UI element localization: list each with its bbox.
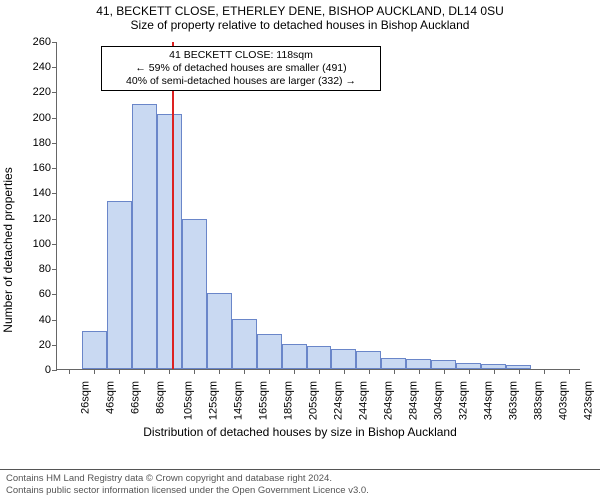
y-tick-label: 260	[33, 36, 51, 48]
y-tick-mark	[52, 42, 57, 43]
histogram-bar	[356, 351, 381, 369]
histogram-bar	[232, 319, 257, 369]
x-tick-mark	[244, 369, 245, 374]
x-tick-mark	[569, 369, 570, 374]
footer-attribution: Contains HM Land Registry data © Crown c…	[0, 469, 600, 500]
x-tick-label: 363sqm	[507, 381, 519, 420]
x-tick-mark	[319, 369, 320, 374]
x-tick-label: 46sqm	[105, 381, 117, 414]
x-tick-label: 86sqm	[155, 381, 167, 414]
histogram-bar	[257, 334, 282, 369]
x-tick-label: 244sqm	[358, 381, 370, 420]
x-tick-mark	[269, 369, 270, 374]
x-tick-mark	[344, 369, 345, 374]
histogram-bar	[307, 346, 332, 369]
x-tick-label: 165sqm	[258, 381, 270, 420]
chart-title-block: 41, BECKETT CLOSE, ETHERLEY DENE, BISHOP…	[0, 0, 600, 32]
x-tick-mark	[294, 369, 295, 374]
footer-line2: Contains public sector information licen…	[6, 485, 594, 496]
y-tick-label: 60	[39, 288, 51, 300]
y-tick-mark	[52, 294, 57, 295]
x-tick-label: 224sqm	[333, 381, 345, 420]
y-tick-label: 140	[33, 187, 51, 199]
x-tick-label: 324sqm	[457, 381, 469, 420]
x-tick-label: 344sqm	[482, 381, 494, 420]
x-tick-mark	[544, 369, 545, 374]
x-tick-mark	[419, 369, 420, 374]
x-tick-mark	[219, 369, 220, 374]
y-tick-mark	[52, 118, 57, 119]
y-tick-mark	[52, 244, 57, 245]
x-tick-mark	[119, 369, 120, 374]
histogram-bar	[207, 293, 232, 369]
histogram-bar	[157, 114, 182, 369]
x-axis-title: Distribution of detached houses by size …	[0, 425, 600, 439]
callout-line2: ← 59% of detached houses are smaller (49…	[108, 62, 374, 75]
histogram-bar	[331, 349, 356, 369]
histogram-bar	[132, 104, 157, 369]
property-callout: 41 BECKETT CLOSE: 118sqm ← 59% of detach…	[101, 46, 381, 91]
x-tick-mark	[469, 369, 470, 374]
y-tick-mark	[52, 269, 57, 270]
x-tick-mark	[394, 369, 395, 374]
chart-title-line2: Size of property relative to detached ho…	[0, 18, 600, 32]
x-tick-label: 205sqm	[308, 381, 320, 420]
callout-line3: 40% of semi-detached houses are larger (…	[108, 75, 374, 88]
y-tick-mark	[52, 193, 57, 194]
y-tick-label: 200	[33, 112, 51, 124]
y-tick-label: 160	[33, 162, 51, 174]
x-tick-label: 304sqm	[432, 381, 444, 420]
y-tick-label: 120	[33, 213, 51, 225]
y-tick-label: 40	[39, 314, 51, 326]
x-tick-mark	[69, 369, 70, 374]
y-tick-label: 100	[33, 238, 51, 250]
histogram-bar	[182, 219, 207, 369]
x-tick-label: 26sqm	[80, 381, 92, 414]
y-tick-label: 80	[39, 263, 51, 275]
x-tick-label: 105sqm	[183, 381, 195, 420]
x-tick-mark	[444, 369, 445, 374]
y-tick-mark	[52, 320, 57, 321]
x-tick-label: 185sqm	[283, 381, 295, 420]
y-tick-mark	[52, 67, 57, 68]
x-tick-label: 403sqm	[557, 381, 569, 420]
y-tick-mark	[52, 143, 57, 144]
y-tick-mark	[52, 345, 57, 346]
footer-line1: Contains HM Land Registry data © Crown c…	[6, 473, 594, 484]
y-tick-label: 240	[33, 61, 51, 73]
y-axis-title: Number of detached properties	[1, 85, 15, 250]
x-tick-mark	[494, 369, 495, 374]
x-tick-label: 284sqm	[407, 381, 419, 420]
y-tick-mark	[52, 92, 57, 93]
y-tick-label: 0	[45, 364, 51, 376]
callout-line1: 41 BECKETT CLOSE: 118sqm	[108, 49, 374, 62]
chart-title-line1: 41, BECKETT CLOSE, ETHERLEY DENE, BISHOP…	[0, 4, 600, 18]
x-tick-label: 383sqm	[532, 381, 544, 420]
histogram-bar	[82, 331, 107, 369]
x-tick-mark	[519, 369, 520, 374]
y-tick-mark	[52, 168, 57, 169]
y-tick-mark	[52, 219, 57, 220]
x-tick-label: 125sqm	[208, 381, 220, 420]
y-tick-label: 20	[39, 339, 51, 351]
x-tick-mark	[144, 369, 145, 374]
histogram-bar	[381, 358, 406, 369]
x-tick-mark	[369, 369, 370, 374]
y-tick-mark	[52, 370, 57, 371]
histogram-bar	[431, 360, 456, 369]
x-tick-label: 423sqm	[582, 381, 594, 420]
x-tick-label: 264sqm	[382, 381, 394, 420]
x-tick-mark	[194, 369, 195, 374]
y-tick-label: 220	[33, 86, 51, 98]
y-tick-label: 180	[33, 137, 51, 149]
histogram-bar	[406, 359, 431, 369]
x-tick-label: 66sqm	[130, 381, 142, 414]
x-tick-mark	[169, 369, 170, 374]
x-tick-mark	[94, 369, 95, 374]
histogram-bar	[107, 201, 132, 369]
x-tick-label: 145sqm	[233, 381, 245, 420]
histogram-bar	[282, 344, 307, 369]
